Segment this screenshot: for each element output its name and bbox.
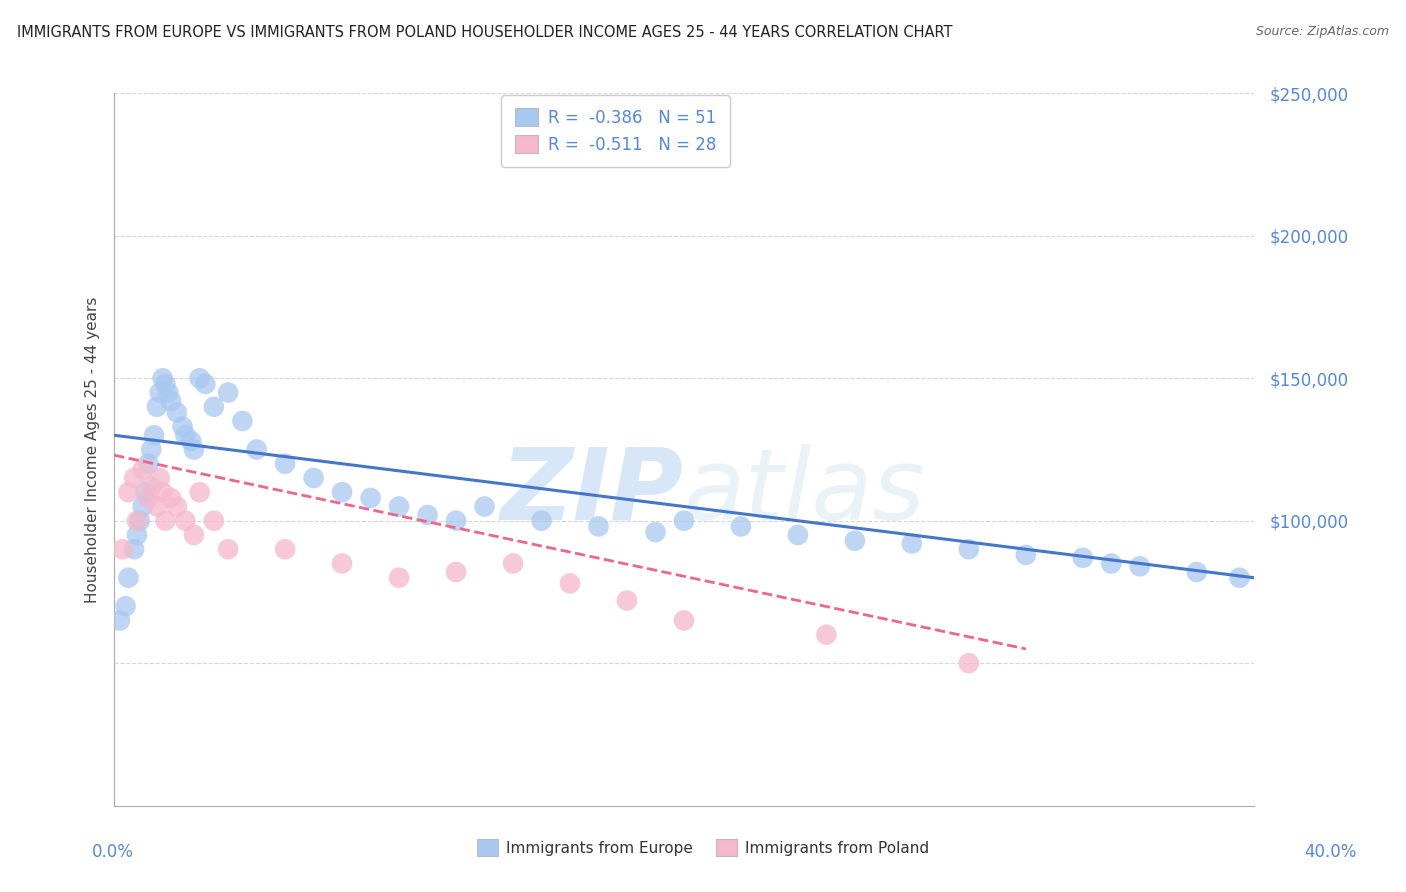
Point: [172, 419, 194, 434]
Point: [194, 376, 217, 391]
Point: [166, 500, 188, 514]
Point: [122, 542, 145, 557]
Point: [131, 500, 153, 514]
Point: [1071, 550, 1094, 565]
Point: [155, 514, 177, 528]
Point: [1129, 559, 1152, 574]
Legend: Immigrants from Europe, Immigrants from Poland: Immigrants from Europe, Immigrants from …: [471, 833, 935, 862]
Point: [502, 557, 524, 571]
Point: [360, 491, 382, 505]
Text: 0.0%: 0.0%: [91, 843, 134, 861]
Point: [444, 565, 467, 579]
Point: [1015, 548, 1038, 562]
Point: [202, 514, 225, 528]
Text: IMMIGRANTS FROM EUROPE VS IMMIGRANTS FROM POLAND HOUSEHOLDER INCOME AGES 25 - 44: IMMIGRANTS FROM EUROPE VS IMMIGRANTS FRO…: [17, 25, 952, 40]
Point: [117, 485, 139, 500]
Point: [644, 525, 666, 540]
Point: [152, 371, 174, 385]
Point: [166, 405, 188, 419]
Point: [131, 462, 153, 476]
Point: [957, 542, 980, 557]
Point: [388, 500, 411, 514]
Point: [217, 385, 239, 400]
Text: Source: ZipAtlas.com: Source: ZipAtlas.com: [1256, 25, 1389, 38]
Point: [588, 519, 610, 533]
Point: [111, 542, 134, 557]
Point: [180, 434, 202, 448]
Point: [125, 514, 148, 528]
Point: [174, 514, 197, 528]
Point: [157, 385, 180, 400]
Point: [174, 428, 197, 442]
Point: [815, 628, 838, 642]
Point: [616, 593, 638, 607]
Point: [1185, 565, 1208, 579]
Point: [1229, 571, 1251, 585]
Point: [302, 471, 325, 485]
Point: [558, 576, 581, 591]
Y-axis label: Householder Income Ages 25 - 44 years: Householder Income Ages 25 - 44 years: [86, 296, 100, 603]
Point: [160, 394, 183, 409]
Legend: R =  -0.386   N = 51, R =  -0.511   N = 28: R = -0.386 N = 51, R = -0.511 N = 28: [502, 95, 730, 167]
Point: [146, 400, 169, 414]
Point: [330, 485, 353, 500]
Point: [416, 508, 439, 522]
Point: [188, 485, 211, 500]
Point: [183, 442, 205, 457]
Point: [672, 514, 695, 528]
Point: [444, 514, 467, 528]
Point: [135, 485, 157, 500]
Point: [138, 491, 160, 505]
Point: [108, 614, 131, 628]
Point: [274, 542, 297, 557]
Text: atlas: atlas: [683, 443, 925, 541]
Point: [1099, 557, 1122, 571]
Point: [530, 514, 553, 528]
Point: [128, 514, 150, 528]
Point: [141, 479, 163, 493]
Point: [114, 599, 136, 614]
Point: [901, 536, 924, 550]
Point: [149, 385, 172, 400]
Text: ZIP: ZIP: [501, 443, 683, 541]
Point: [957, 656, 980, 670]
Point: [143, 428, 166, 442]
Point: [231, 414, 253, 428]
Point: [125, 528, 148, 542]
Point: [217, 542, 239, 557]
Point: [787, 528, 810, 542]
Point: [146, 500, 169, 514]
Point: [246, 442, 269, 457]
Point: [149, 471, 172, 485]
Point: [730, 519, 752, 533]
Point: [672, 614, 695, 628]
Point: [844, 533, 866, 548]
Point: [117, 571, 139, 585]
Point: [188, 371, 211, 385]
Text: 40.0%: 40.0%: [1305, 843, 1357, 861]
Point: [138, 457, 160, 471]
Point: [274, 457, 297, 471]
Point: [155, 376, 177, 391]
Point: [330, 557, 353, 571]
Point: [183, 528, 205, 542]
Point: [160, 491, 183, 505]
Point: [202, 400, 225, 414]
Point: [152, 485, 174, 500]
Point: [474, 500, 496, 514]
Point: [388, 571, 411, 585]
Point: [141, 442, 163, 457]
Point: [122, 471, 145, 485]
